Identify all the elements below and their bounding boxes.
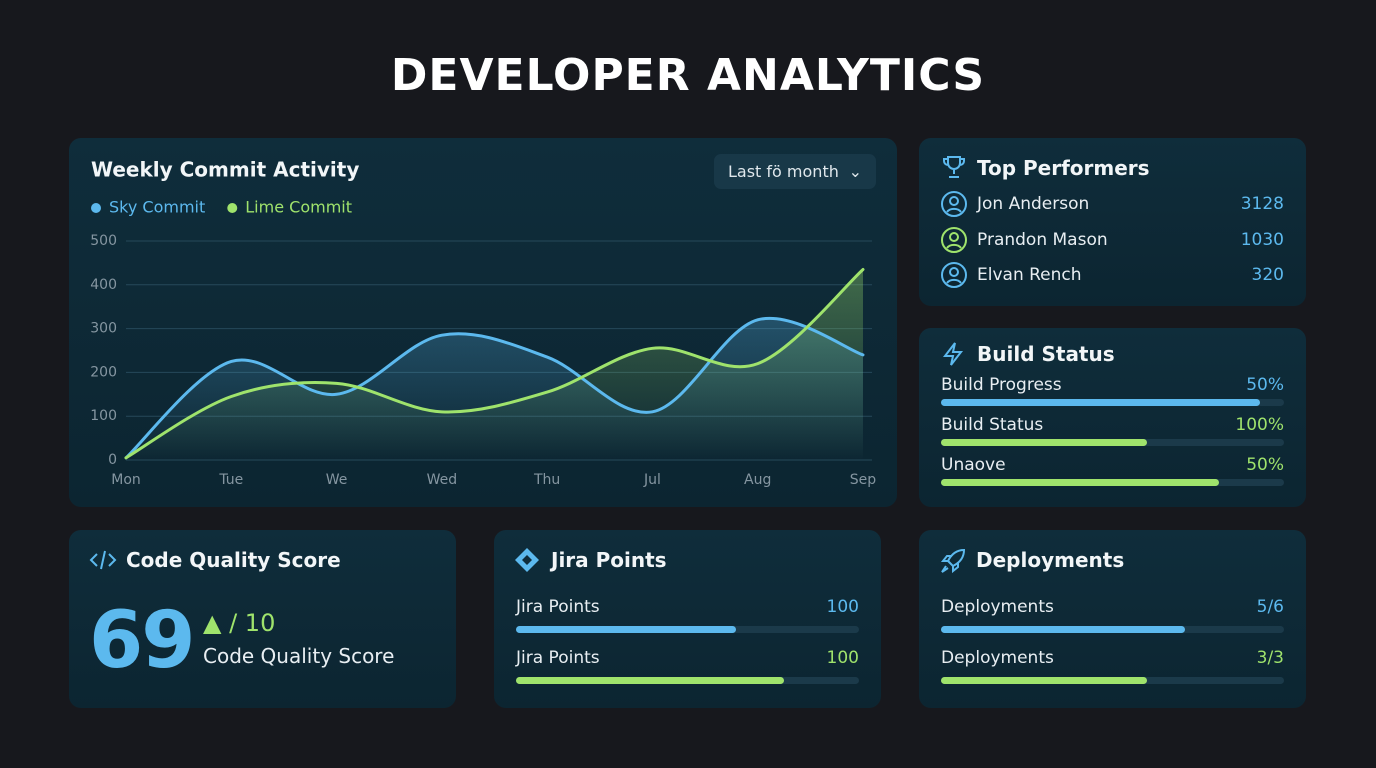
card-title: Deployments xyxy=(976,548,1125,572)
performer-score: 320 xyxy=(1251,265,1284,285)
y-tick-label: 500 xyxy=(90,233,117,249)
performer-row: Prandon Mason 1030 xyxy=(977,230,1284,250)
performer-name: Prandon Mason xyxy=(977,230,1108,250)
deploy-bar xyxy=(941,626,1185,633)
deploy-label: Deployments xyxy=(941,597,1054,617)
x-tick-label: Sep xyxy=(850,472,877,488)
x-tick-label: Thu xyxy=(533,472,560,488)
page-title: DEVELOPER ANALYTICS xyxy=(390,50,986,101)
card-title: Code Quality Score xyxy=(126,548,341,572)
build-value: 100% xyxy=(1235,415,1284,435)
jira-row: Jira Points 100 xyxy=(516,648,859,668)
series-area xyxy=(126,269,863,460)
y-tick-label: 300 xyxy=(90,321,117,337)
jira-label: Jira Points xyxy=(516,648,600,668)
bolt-icon xyxy=(942,342,964,366)
deploy-row: Deployments 5/6 xyxy=(941,597,1284,617)
x-tick-label: Wed xyxy=(427,472,458,488)
deploy-value: 3/3 xyxy=(1256,648,1284,668)
performer-row: Jon Anderson 3128 xyxy=(977,194,1284,214)
series-line xyxy=(124,316,865,460)
performer-score: 3128 xyxy=(1240,194,1284,214)
jira-value: 100 xyxy=(826,597,859,617)
jira-track xyxy=(516,626,859,633)
rocket-icon xyxy=(940,548,966,574)
period-dropdown[interactable]: Last fö month ⌄ xyxy=(714,154,876,189)
performer-row: Elvan Rench 320 xyxy=(977,265,1284,285)
card-title: Top Performers xyxy=(977,156,1150,180)
deploy-track xyxy=(941,626,1284,633)
legend-dot xyxy=(91,203,101,213)
code-icon xyxy=(89,550,117,570)
jira-value: 100 xyxy=(826,648,859,668)
trophy-icon xyxy=(943,156,965,178)
deploy-label: Deployments xyxy=(941,648,1054,668)
card-title: Jira Points xyxy=(551,548,667,572)
build-status-card: Build Status Build Progress 50% Build Sta… xyxy=(919,328,1306,507)
period-label: Last fö month xyxy=(728,162,839,181)
quality-scale-row: ▲ / 10 xyxy=(203,609,275,637)
build-row: Build Progress 50% xyxy=(941,375,1284,395)
build-track xyxy=(941,399,1284,406)
x-tick-label: Aug xyxy=(744,472,771,488)
up-arrow: ▲ xyxy=(203,609,230,637)
card-title: Build Status xyxy=(977,342,1115,366)
build-bar xyxy=(941,439,1147,446)
performer-name: Jon Anderson xyxy=(977,194,1090,214)
y-tick-label: 0 xyxy=(108,452,117,468)
jira-row: Jira Points 100 xyxy=(516,597,859,617)
quality-caption: Code Quality Score xyxy=(203,644,395,668)
deploy-bar xyxy=(941,677,1147,684)
jira-bar xyxy=(516,677,784,684)
performer-name: Elvan Rench xyxy=(977,265,1082,285)
build-bar xyxy=(941,479,1219,486)
commit-card: Weekly Commit Activity 0 100 200 300 400 500 M… xyxy=(69,138,897,507)
performer-score: 1030 xyxy=(1240,230,1284,250)
deploy-track xyxy=(941,677,1284,684)
build-row: Build Status 100% xyxy=(941,415,1284,435)
x-tick-label: Mon xyxy=(111,472,141,488)
quality-scale: / 10 xyxy=(229,609,276,637)
deploy-row: Deployments 3/3 xyxy=(941,648,1284,668)
build-row: Unaove 50% xyxy=(941,455,1284,475)
series-line xyxy=(124,267,865,460)
jira-track xyxy=(516,677,859,684)
build-bar xyxy=(941,399,1260,406)
build-label: Unaove xyxy=(941,455,1006,475)
y-tick-label: 400 xyxy=(90,277,117,293)
commit-chart: Weekly Commit Activity 0 100 200 300 400 500 M… xyxy=(90,158,877,489)
jira-label: Jira Points xyxy=(516,597,600,617)
build-value: 50% xyxy=(1246,455,1284,475)
build-track xyxy=(941,479,1284,486)
code-quality-card: Code Quality Score 69 ▲ / 10 Code Qualit… xyxy=(69,530,456,708)
legend-label: Sky Commit xyxy=(109,198,205,217)
top-performers-card: Top Performers Jon Anderson 3128 Prandon … xyxy=(919,138,1306,306)
build-label: Build Status xyxy=(941,415,1044,435)
quality-score: 69 xyxy=(89,596,196,686)
x-tick-label: Tue xyxy=(218,472,243,488)
deployments-card: Deployments Deployments 5/6 Deployments 3/… xyxy=(919,530,1306,708)
build-label: Build Progress xyxy=(941,375,1062,395)
avatars xyxy=(941,191,967,288)
deploy-value: 5/6 xyxy=(1256,597,1284,617)
jira-card: Jira Points Jira Points 100 Jira Points 10… xyxy=(494,530,881,708)
y-tick-label: 100 xyxy=(90,408,117,424)
build-value: 50% xyxy=(1246,375,1284,395)
build-track xyxy=(941,439,1284,446)
jira-bar xyxy=(516,626,736,633)
chart-title: Weekly Commit Activity xyxy=(91,158,359,182)
y-tick-label: 200 xyxy=(90,364,117,380)
legend-dot xyxy=(227,203,238,213)
x-tick-label: Jul xyxy=(643,472,661,488)
dropdown-caret: ⌄ xyxy=(848,162,862,181)
legend-label: Lime Commit xyxy=(245,198,352,217)
jira-icon xyxy=(515,548,539,572)
x-tick-label: We xyxy=(326,472,348,488)
